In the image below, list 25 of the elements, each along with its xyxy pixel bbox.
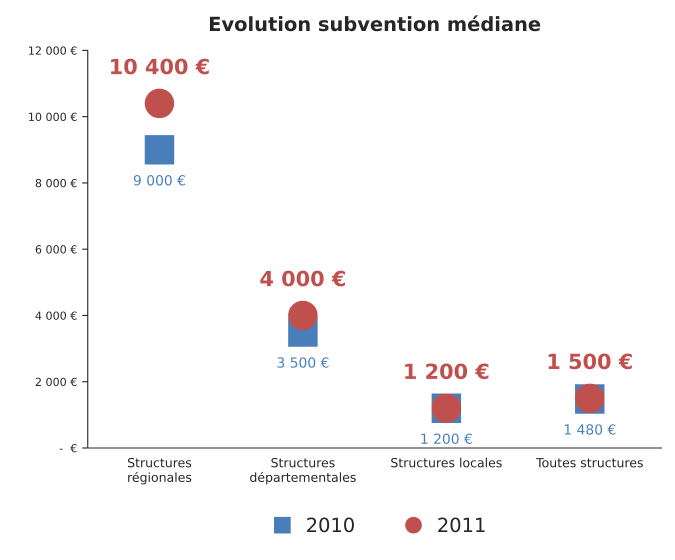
point — [144, 135, 174, 165]
data-label: 4 000 € — [260, 270, 346, 286]
y-tick-label: 12 000 € — [29, 46, 77, 55]
legend-label: 2010 — [307, 518, 354, 532]
y-tick-label: - € — [60, 444, 77, 452]
y-tick-label: 2 000 € — [36, 378, 77, 386]
data-label: 3 500 € — [277, 357, 328, 368]
y-tick-label: 10 000 € — [29, 112, 77, 122]
point — [288, 300, 318, 330]
data-label: 1 500 € — [548, 354, 632, 370]
legend-label: 2011 — [438, 518, 485, 532]
data-label: 1 200 € — [405, 363, 488, 380]
y-tick-label: 8 000 € — [36, 178, 77, 188]
data-label: 9 000 € — [134, 175, 186, 186]
x-tick-label: Structures départementales — [250, 458, 356, 484]
y-tick-label: 4 000 € — [35, 311, 77, 320]
point — [144, 88, 174, 118]
y-tick-label: 6 000 € — [36, 245, 77, 254]
x-tick-label: Structures régionales — [128, 458, 192, 484]
x-tick-label: Structures locales — [391, 458, 502, 468]
data-label: 1 200 € — [421, 433, 472, 444]
x-tick-label: Toutes structures — [536, 458, 643, 468]
chart-title: Evolution subvention médiane — [210, 15, 540, 32]
data-label: 10 400 € — [111, 58, 209, 74]
data-label: 1 480 € — [564, 424, 616, 435]
